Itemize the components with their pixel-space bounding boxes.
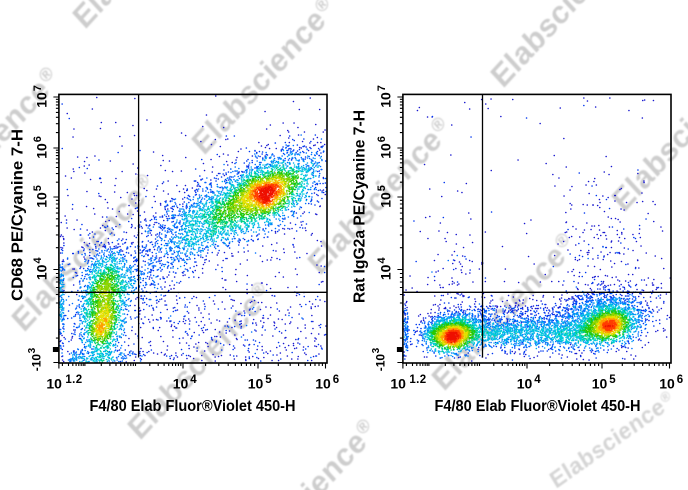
svg-text:10: 10 (378, 143, 394, 159)
svg-text:10: 10 (248, 376, 264, 392)
svg-text:10: 10 (378, 92, 394, 108)
svg-text:10: 10 (34, 192, 50, 208)
svg-text:6: 6 (333, 374, 339, 386)
svg-text:10: 10 (378, 192, 394, 208)
svg-text:6: 6 (32, 136, 44, 142)
svg-text:5: 5 (32, 185, 44, 191)
svg-text:4: 4 (534, 374, 541, 386)
svg-text:10: 10 (592, 376, 608, 392)
svg-text:10: 10 (34, 264, 50, 280)
svg-text:5: 5 (376, 185, 388, 191)
svg-text:4: 4 (190, 374, 197, 386)
svg-text:6: 6 (376, 136, 388, 142)
svg-text:Elabscience®: Elabscience® (484, 0, 641, 94)
svg-text:7: 7 (32, 85, 44, 91)
svg-text:3: 3 (371, 347, 382, 353)
svg-text:10: 10 (390, 376, 406, 392)
svg-text:4: 4 (376, 257, 388, 264)
svg-text:10: 10 (315, 376, 331, 392)
svg-text:4: 4 (32, 257, 44, 264)
svg-text:Elabscience®: Elabscience® (185, 0, 342, 161)
svg-text:Elabscience®: Elabscience® (605, 47, 688, 218)
svg-text:F4/80 Elab Fluor®Violet 450-H: F4/80 Elab Fluor®Violet 450-H (435, 398, 641, 415)
svg-text:10: 10 (34, 143, 50, 159)
svg-text:3: 3 (27, 347, 38, 353)
svg-text:5: 5 (265, 374, 272, 386)
svg-text:5: 5 (609, 374, 616, 386)
svg-text:-10: -10 (373, 354, 387, 372)
svg-text:10: 10 (46, 376, 62, 392)
svg-text:Elabscience®: Elabscience® (66, 0, 223, 35)
svg-text:10: 10 (659, 376, 675, 392)
svg-text:CD68 PE/Cyanine 7-H: CD68 PE/Cyanine 7-H (10, 129, 27, 301)
svg-text:-10: -10 (29, 354, 43, 372)
svg-text:6: 6 (677, 374, 683, 386)
svg-text:F4/80 Elab Fluor®Violet 450-H: F4/80 Elab Fluor®Violet 450-H (90, 398, 296, 415)
svg-text:10: 10 (173, 376, 189, 392)
svg-text:10: 10 (517, 376, 533, 392)
svg-text:10: 10 (378, 264, 394, 280)
svg-text:10: 10 (34, 92, 50, 108)
svg-text:1.2: 1.2 (65, 374, 82, 386)
svg-text:7: 7 (376, 85, 388, 91)
svg-text:Elabscience®: Elabscience® (226, 412, 383, 490)
svg-text:Rat IgG2a PE/Cyanine 7-H: Rat IgG2a PE/Cyanine 7-H (352, 110, 369, 303)
svg-text:1.2: 1.2 (409, 374, 426, 386)
